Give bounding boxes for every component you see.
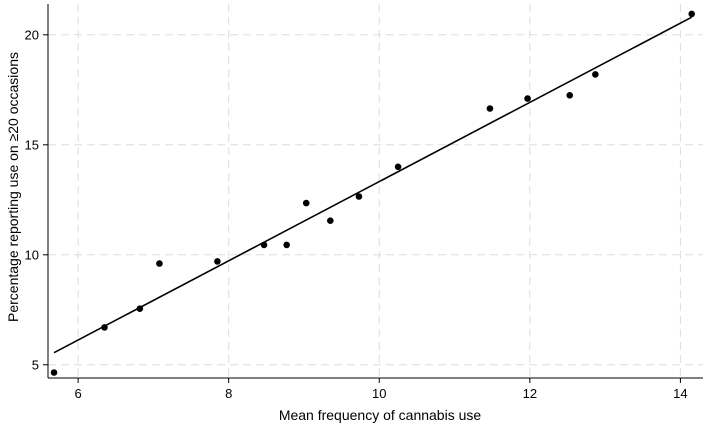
y-tick-label: 20 (25, 27, 39, 42)
scatter-point (214, 258, 221, 265)
scatter-point (101, 324, 108, 331)
x-tick-label: 14 (673, 386, 687, 401)
scatter-point (50, 369, 58, 376)
scatter-point (260, 241, 268, 249)
data-points (50, 10, 696, 376)
scatter-point (394, 163, 402, 171)
scatter-point (156, 260, 163, 267)
scatter-point (355, 193, 363, 200)
scatter-point (486, 105, 494, 112)
x-tick-label: 6 (74, 386, 81, 401)
y-tick-label: 5 (32, 357, 39, 372)
scatter-point (302, 199, 310, 207)
tick-marks (43, 34, 681, 383)
scatter-point (136, 305, 144, 313)
scatter-point (566, 92, 574, 99)
x-tick-label: 12 (523, 386, 537, 401)
y-tick-label: 15 (25, 137, 39, 152)
scatter-point (283, 241, 290, 249)
fit-line-group (53, 16, 693, 354)
scatter-point (524, 95, 531, 102)
grid-lines (48, 4, 703, 378)
x-tick-label: 10 (372, 386, 386, 401)
y-axis-title: Percentage reporting use on ≥20 occasion… (5, 52, 21, 322)
scatter-point (327, 217, 334, 224)
scatter-point (592, 71, 599, 78)
x-tick-label: 8 (225, 386, 232, 401)
y-tick-label: 10 (25, 247, 39, 262)
scatter-point (688, 10, 696, 18)
x-axis-title: Mean frequency of cannabis use (279, 407, 482, 423)
tick-labels: 6 8 10 12 14 5 10 15 20 (25, 27, 688, 401)
axes (47, 4, 703, 379)
fitted-line (53, 16, 693, 354)
